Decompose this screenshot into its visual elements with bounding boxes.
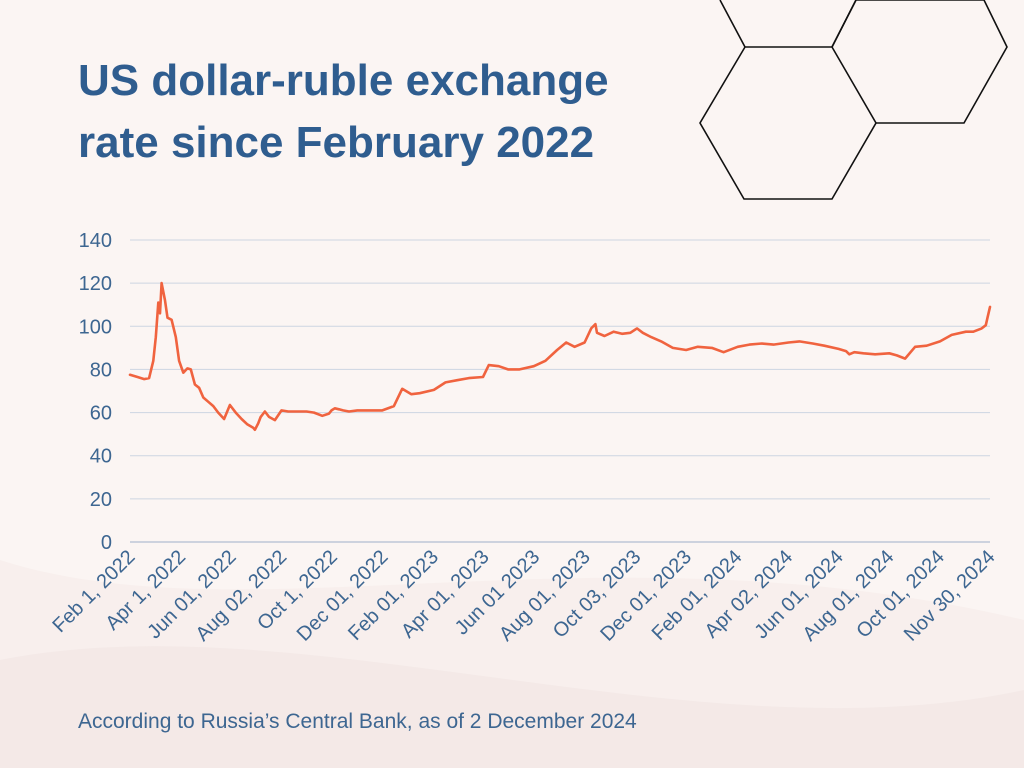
y-tick-label: 60: [90, 403, 112, 425]
y-tick-label: 20: [90, 489, 112, 511]
y-tick-label: 40: [90, 446, 112, 468]
y-tick-label: 140: [79, 230, 112, 252]
page-title: US dollar-ruble exchange rate since Febr…: [78, 56, 609, 167]
y-tick-label: 120: [79, 273, 112, 295]
y-tick-label: 0: [101, 532, 112, 554]
source-note: According to Russia’s Central Bank, as o…: [78, 710, 637, 733]
y-tick-label: 80: [90, 359, 112, 381]
series-line-0: [128, 281, 992, 432]
y-tick-label: 100: [79, 316, 112, 338]
x-tick-label: Nov 30, 2024: [900, 546, 1000, 646]
